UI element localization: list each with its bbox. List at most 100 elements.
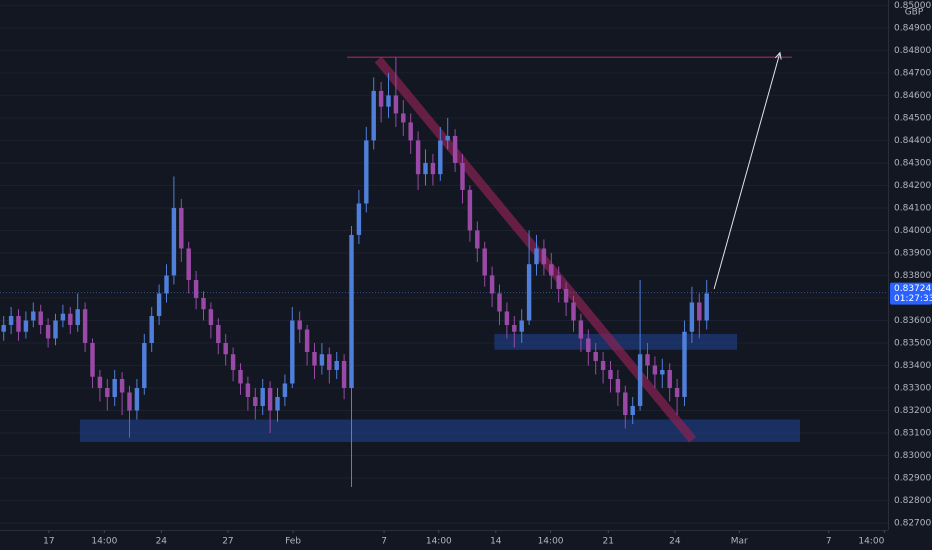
y-tick-label: 0.83300	[894, 383, 931, 393]
y-tick-label: 0.82800	[894, 496, 931, 506]
x-tick-label: 21	[603, 537, 614, 547]
candle-body	[571, 302, 576, 321]
candle-body	[216, 324, 221, 343]
candle-body	[467, 189, 473, 231]
candle-body	[519, 320, 524, 332]
candle-body	[430, 162, 436, 175]
y-tick-label: 0.83000	[894, 451, 931, 461]
last-price-label: 0.83724	[894, 284, 931, 294]
candle-body	[238, 369, 243, 384]
candle-body	[415, 140, 421, 175]
candle-body	[637, 354, 643, 406]
candle-body	[75, 309, 80, 325]
candle-body	[349, 234, 354, 388]
x-tick-label: Mar	[731, 537, 748, 547]
candle-body	[512, 324, 517, 332]
candle-body	[45, 324, 51, 339]
candle-body	[201, 297, 206, 310]
candle-body	[689, 302, 695, 332]
candle-body	[549, 264, 554, 276]
candle-body	[697, 302, 702, 321]
currency-label: GBP	[905, 8, 924, 18]
candle-body	[393, 95, 399, 114]
x-tick-label: 14:00	[858, 537, 884, 547]
candle-body	[156, 293, 162, 316]
x-tick-label: 14:00	[91, 537, 117, 547]
candle-body	[38, 311, 43, 325]
candle-body	[193, 279, 199, 298]
arrow	[713, 52, 781, 290]
candle-body	[630, 405, 635, 415]
candle-body	[386, 95, 391, 107]
candle-body	[682, 331, 687, 397]
y-tick-label: 0.85000	[894, 1, 931, 11]
x-tick-label: 14:00	[426, 537, 452, 547]
y-tick-label: 0.84600	[894, 91, 931, 101]
candle-body	[1, 324, 6, 332]
y-tick-label: 0.84800	[894, 46, 931, 56]
candle-body	[127, 392, 132, 411]
candle-body	[356, 203, 362, 235]
y-tick-label: 0.84500	[894, 113, 931, 123]
candle-body	[526, 264, 532, 321]
x-tick-label: 17	[43, 537, 54, 547]
candle-body	[423, 162, 428, 175]
candle-body	[112, 378, 117, 397]
candle-body	[82, 309, 88, 343]
candle-body	[186, 248, 191, 280]
candle-body	[245, 383, 251, 397]
candle-body	[371, 90, 376, 141]
candle-body	[482, 248, 487, 276]
candle-body	[267, 387, 273, 411]
candle-body	[23, 320, 29, 332]
candle-body	[230, 354, 236, 370]
candle-body	[608, 369, 613, 379]
candle-body	[660, 369, 665, 375]
y-tick-label: 0.83600	[894, 316, 931, 326]
candle-body	[704, 293, 709, 321]
y-tick-label: 0.83200	[894, 406, 931, 416]
candle-body	[208, 309, 214, 325]
y-tick-label: 0.83100	[894, 429, 931, 439]
x-tick-label: 27	[222, 537, 233, 547]
candle-body	[563, 288, 569, 303]
y-tick-label: 0.84700	[894, 68, 931, 78]
candle-body	[504, 311, 510, 325]
candle-body	[401, 113, 406, 123]
x-tick-label: 14	[490, 537, 502, 547]
zone	[79, 419, 800, 443]
y-tick-label: 0.84300	[894, 158, 931, 168]
candle-body	[319, 354, 325, 366]
y-tick-label: 0.82900	[894, 474, 931, 484]
candle-body	[578, 320, 584, 339]
candle-body	[134, 387, 140, 411]
candle-body	[445, 135, 450, 141]
candle-body	[223, 342, 228, 355]
y-tick-label: 0.83400	[894, 361, 931, 371]
candle-body	[53, 320, 58, 339]
candle-body	[652, 365, 658, 375]
candle-body	[171, 207, 177, 276]
candle-body	[615, 378, 621, 393]
candle-body	[97, 376, 103, 388]
candle-body	[497, 293, 502, 312]
y-tick-label: 0.84900	[894, 23, 931, 33]
candle-body	[667, 369, 672, 388]
y-tick-label: 0.84400	[894, 136, 931, 146]
candle-body	[164, 275, 169, 294]
x-tick-label: 14:00	[538, 537, 564, 547]
candle-body	[645, 354, 650, 366]
last-price-box	[890, 282, 932, 305]
candle-body	[304, 329, 310, 352]
arrow-head	[774, 51, 782, 60]
y-tick-label: 0.84000	[894, 226, 931, 236]
candle-body	[438, 140, 443, 175]
candle-body	[275, 396, 280, 411]
candle-body	[674, 387, 680, 397]
candle-body	[475, 230, 480, 249]
candle-body	[334, 360, 339, 370]
candle-body	[408, 122, 413, 141]
x-tick-label: Feb	[285, 537, 301, 547]
candle-body	[541, 248, 547, 265]
